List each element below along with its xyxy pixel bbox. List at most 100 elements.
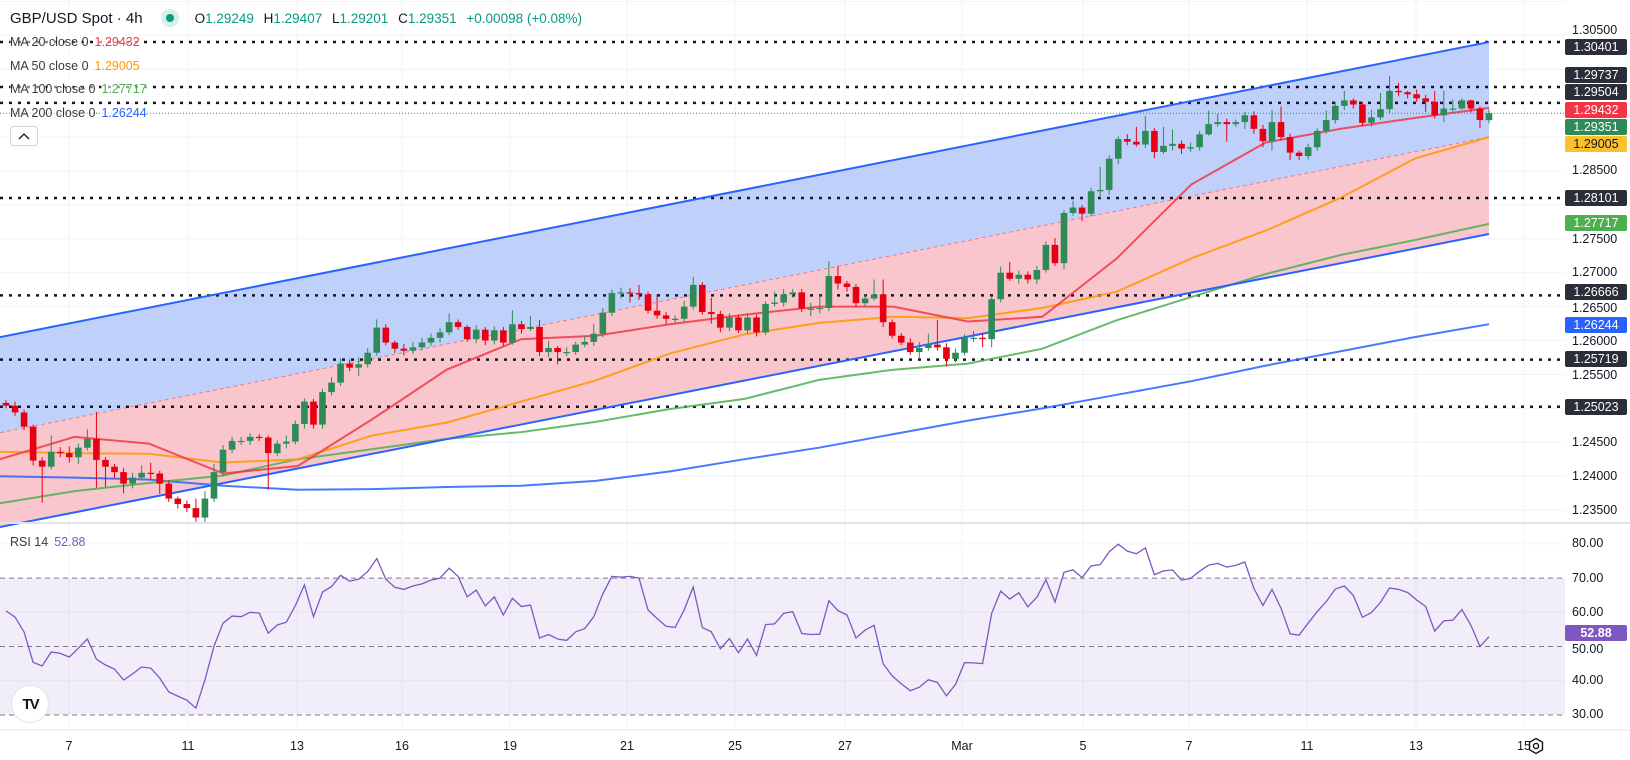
candle (491, 326, 498, 345)
candle (382, 324, 390, 346)
legend-ma50[interactable]: MA 50 close 0 1.29005 (10, 59, 140, 73)
candle (1331, 101, 1339, 124)
candle (1458, 98, 1466, 110)
candle-body (1096, 189, 1104, 192)
candle-body (897, 335, 905, 343)
candle (527, 316, 534, 332)
candle-body (174, 498, 182, 505)
candle-body (834, 276, 842, 284)
candle-body (1422, 98, 1430, 102)
candle (563, 347, 570, 357)
tradingview-logo[interactable]: TV (11, 685, 49, 723)
candle (1304, 143, 1312, 160)
candle-body (463, 326, 471, 340)
candle-body (337, 363, 344, 383)
candle (771, 291, 778, 307)
high-value: 1.29407 (273, 10, 323, 26)
candle-body (997, 272, 1004, 300)
candle (952, 348, 959, 363)
candle-body (1250, 115, 1258, 129)
candle-body (65, 453, 73, 458)
candle-body (771, 302, 778, 304)
candle-body (1467, 100, 1475, 109)
legend-ma100[interactable]: MA 100 close 0 1.27717 (10, 82, 147, 96)
candle-body (355, 364, 362, 368)
legend-ma200[interactable]: MA 200 close 0 1.26244 (10, 106, 147, 120)
chart-header: GBP/USD Spot · 4h O1.29249 H1.29407 L1.2… (10, 8, 588, 28)
candle-body (382, 327, 390, 343)
candle-body (825, 276, 833, 308)
candle (1386, 75, 1393, 114)
candle-body (1476, 108, 1484, 121)
price-label: 1.29737 (1565, 67, 1627, 84)
candle-body (310, 401, 317, 425)
candle (1259, 124, 1267, 148)
candle-body (192, 508, 200, 518)
time-tick-label: 7 (65, 739, 73, 753)
candle-body (1078, 207, 1086, 214)
close-value: 1.29351 (407, 10, 457, 26)
legend-ma20[interactable]: MA 20 close 0 1.29432 (10, 35, 140, 49)
symbol-title[interactable]: GBP/USD Spot · 4h (10, 9, 143, 27)
candle-body (599, 312, 607, 334)
candle-body (481, 329, 489, 341)
time-tick-label: 11 (1300, 739, 1314, 753)
moving-average-line (0, 106, 1490, 475)
candle-body (38, 460, 46, 467)
candle-body (20, 412, 28, 427)
candle-body (210, 472, 218, 499)
candle-body (1123, 139, 1131, 142)
candle (680, 300, 688, 322)
candle-body (1404, 92, 1411, 95)
candle-body (436, 332, 444, 338)
collapse-legend-button[interactable] (10, 126, 38, 146)
candle-body (400, 348, 408, 351)
candle (1313, 128, 1321, 151)
candle (156, 470, 164, 494)
candle (228, 436, 236, 454)
price-label: 1.29504 (1565, 84, 1627, 101)
candle (698, 282, 706, 315)
candle (807, 302, 815, 317)
market-status-icon (160, 9, 179, 27)
candle (581, 335, 589, 348)
candle (129, 472, 136, 489)
candle-body (1377, 109, 1384, 118)
channel-lower-line (0, 233, 1490, 529)
legend-value: 1.29005 (94, 59, 140, 73)
candle-body (1277, 122, 1285, 138)
gear-icon[interactable] (1527, 737, 1545, 755)
candle-body (1241, 115, 1249, 123)
candle (1078, 204, 1086, 222)
candle-body (1133, 141, 1140, 145)
time-tick-label: 13 (1409, 739, 1423, 753)
candle (509, 310, 516, 345)
rsi-tick-label: 50.00 (1572, 642, 1604, 657)
candle-body (1458, 100, 1466, 109)
candle (916, 341, 923, 359)
candle-body (445, 322, 453, 333)
candle-body (11, 405, 19, 413)
candle-body (509, 324, 516, 343)
candle-body (1350, 100, 1357, 105)
candle-body (1331, 105, 1339, 121)
candle (879, 279, 887, 327)
candle-body (1114, 139, 1122, 159)
candle-body (201, 498, 209, 518)
candle (762, 301, 769, 336)
candle (870, 279, 878, 301)
candle (1024, 271, 1032, 284)
candle (1205, 110, 1212, 136)
time-tick-label: 11 (181, 739, 195, 753)
candle (626, 288, 634, 303)
candle-body (1033, 269, 1041, 280)
candle-body (500, 330, 507, 343)
candle (355, 357, 362, 376)
candle (518, 320, 525, 334)
candle-body (138, 472, 145, 478)
candle (38, 457, 46, 503)
legend-label: MA 200 close 0 (10, 106, 96, 120)
legend-rsi[interactable]: RSI 14 52.88 (10, 535, 86, 549)
candle (1069, 200, 1077, 216)
